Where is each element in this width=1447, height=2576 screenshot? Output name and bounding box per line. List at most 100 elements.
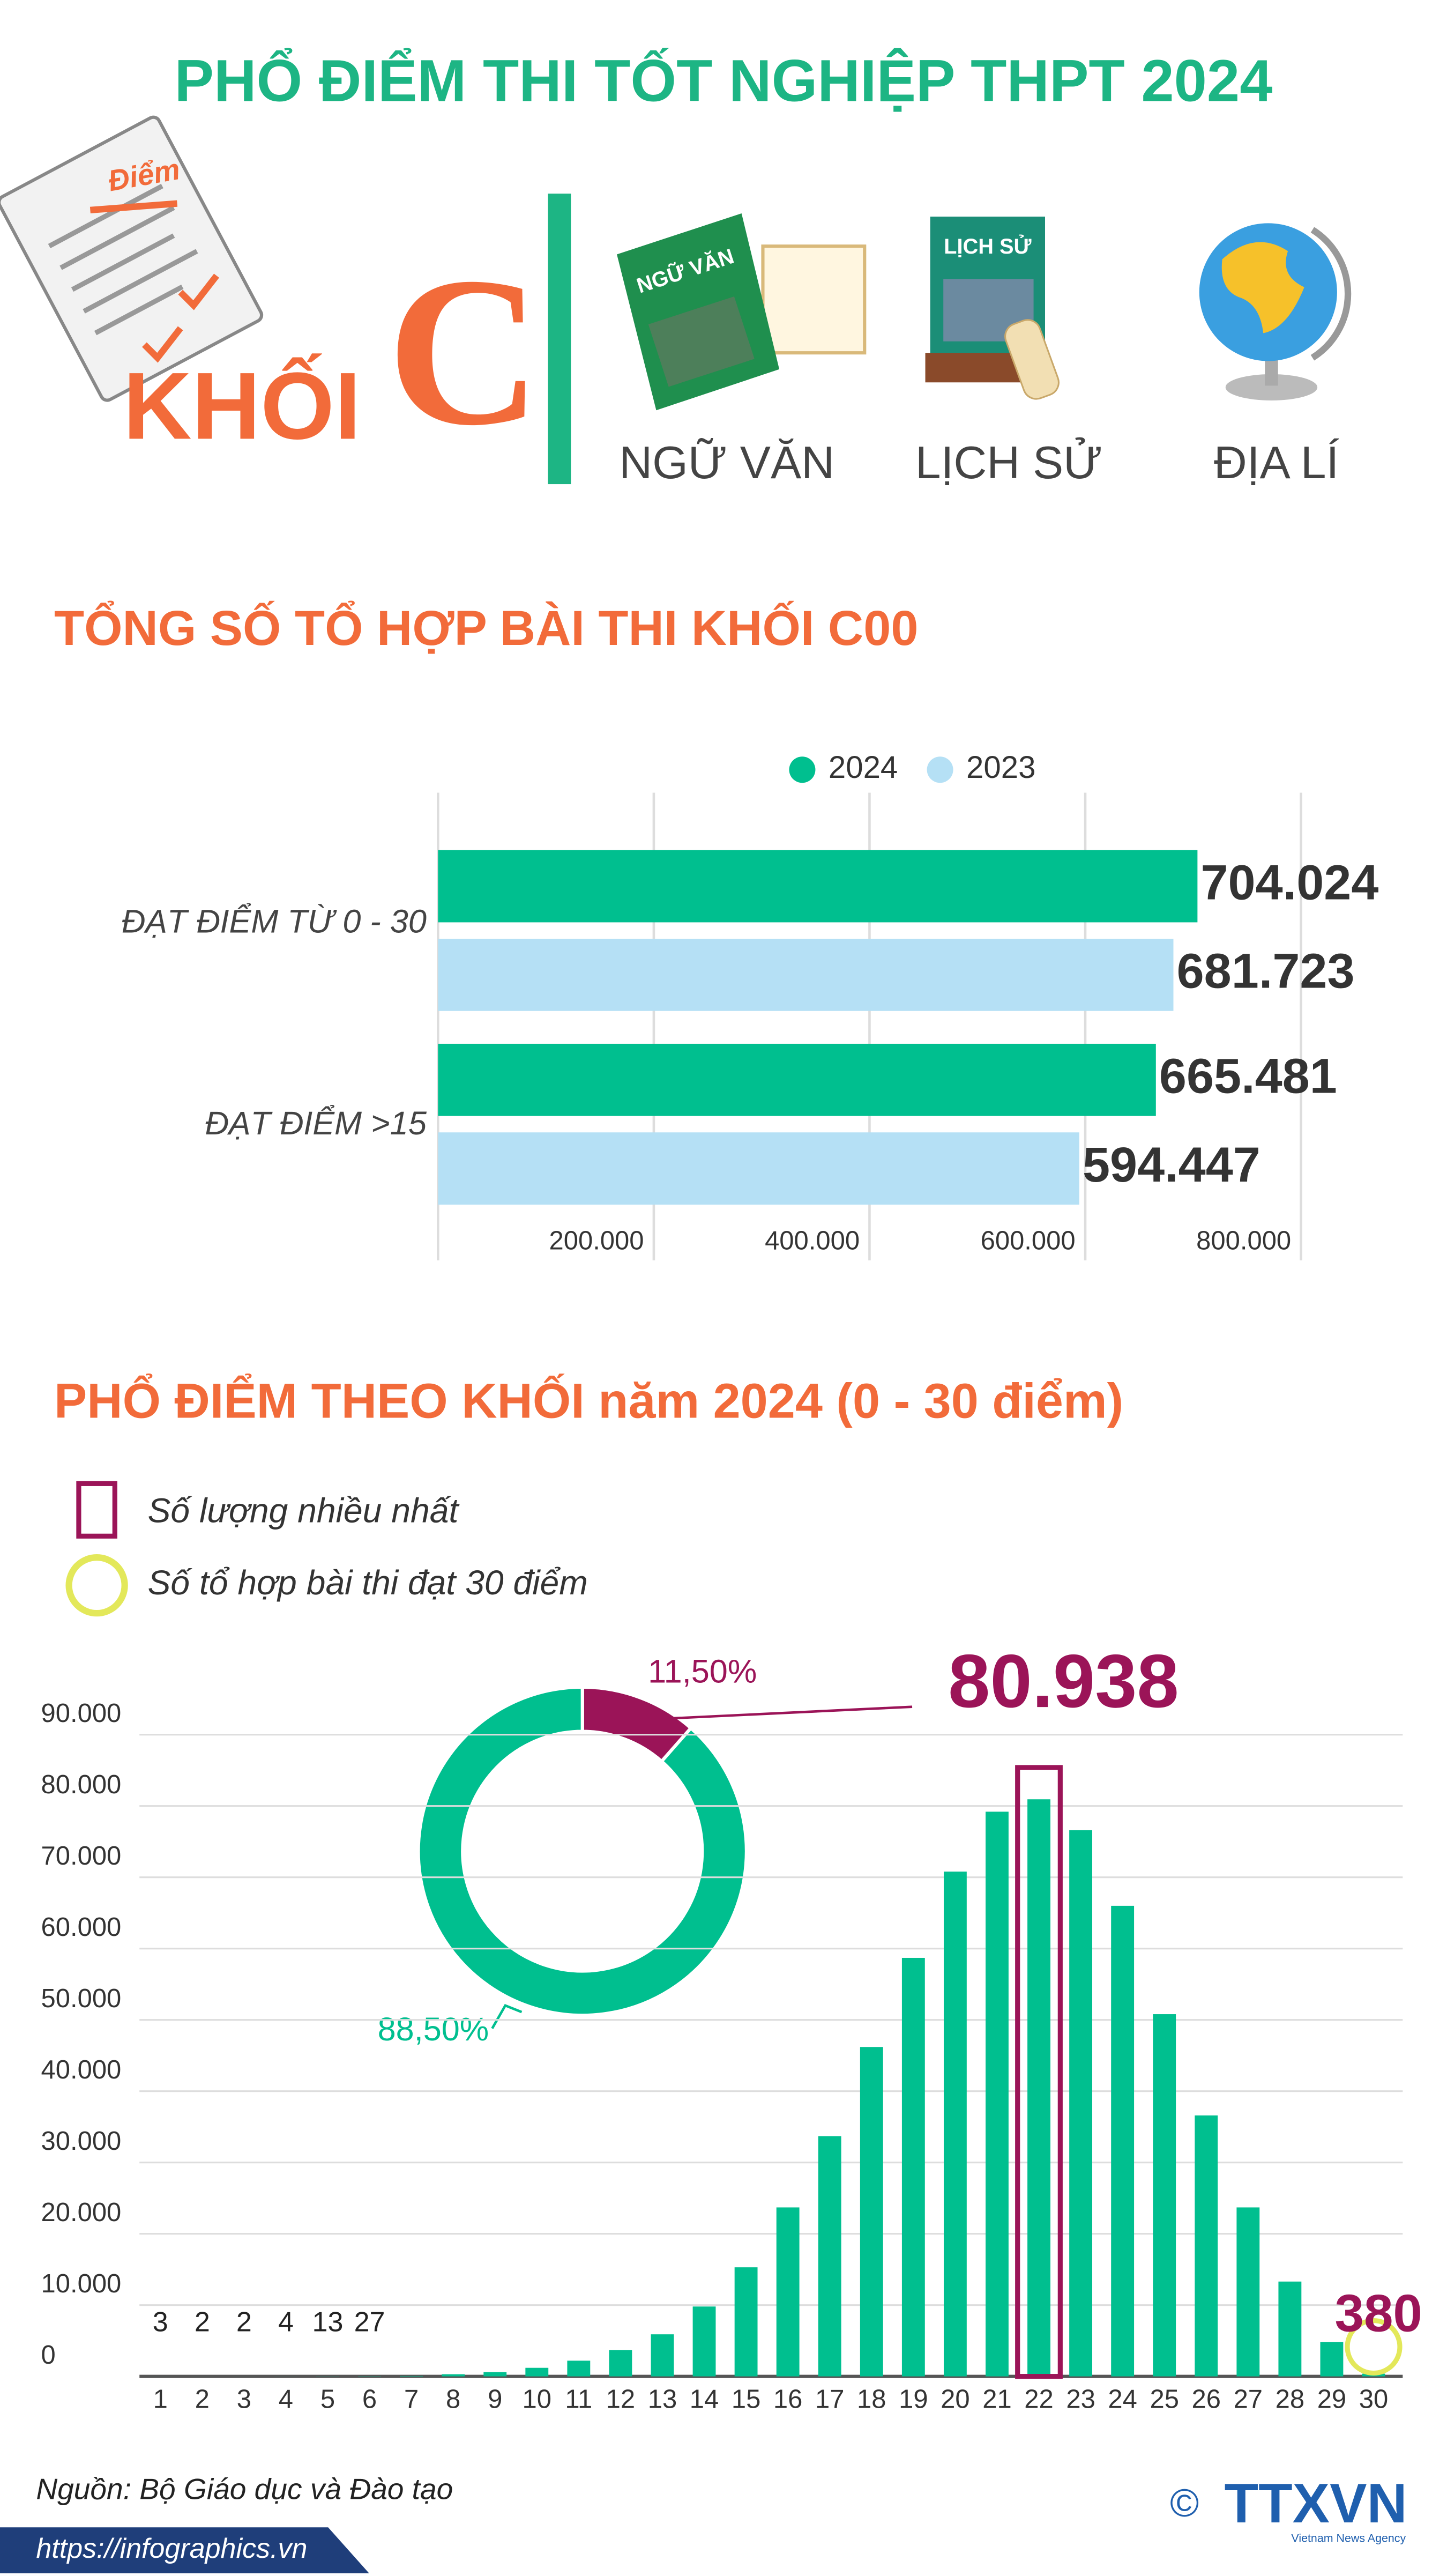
bar — [1069, 1830, 1092, 2377]
x-tick-label: 10 — [523, 2385, 551, 2414]
y-tick-label: 0 — [41, 2341, 56, 2370]
value-label: 704.024 — [1200, 855, 1378, 910]
category-label: ĐẠT ĐIỂM >15 — [205, 1105, 427, 1141]
x-tick-label: 11 — [565, 2385, 592, 2414]
bar — [902, 1958, 925, 2377]
x-tick-label: 23 — [1066, 2385, 1095, 2414]
value-label: 13 — [312, 2306, 344, 2337]
x-tick-label: 5 — [320, 2385, 335, 2414]
bar — [1278, 2282, 1301, 2377]
section-title: TỔNG SỐ TỔ HỢP BÀI THI KHỐI C00 — [54, 600, 918, 656]
bar — [818, 2136, 841, 2376]
x-tick-label: 200.000 — [549, 1226, 644, 1255]
x-tick-label: 26 — [1192, 2385, 1221, 2414]
bar — [693, 2306, 716, 2376]
x-tick-label: 17 — [815, 2385, 844, 2414]
subject: LỊCH SỬ — [915, 437, 1102, 488]
group-letter: C — [387, 233, 541, 470]
bar — [483, 2372, 506, 2377]
bar — [438, 850, 1197, 923]
bar — [442, 2374, 465, 2377]
thirty-label: 380 — [1334, 2283, 1422, 2342]
legend-square — [79, 1483, 115, 1536]
x-tick-label: 21 — [982, 2385, 1011, 2414]
bar — [438, 1044, 1155, 1116]
x-tick-label: 9 — [488, 2385, 502, 2414]
bar — [1111, 1906, 1134, 2377]
value-label: 681.723 — [1177, 944, 1355, 999]
x-tick-label: 28 — [1276, 2385, 1304, 2414]
value-label: 4 — [278, 2306, 294, 2337]
bar — [1195, 2115, 1218, 2377]
subject: NGỮ VĂN — [619, 437, 834, 488]
main-title: PHỔ ĐIỂM THI TỐT NGHIỆP THPT 2024 — [174, 48, 1272, 114]
legend-swatch — [789, 756, 815, 783]
legend-label: Số tổ hợp bài thi đạt 30 điểm — [148, 1563, 588, 1602]
bar — [609, 2350, 632, 2376]
value-label: 2 — [195, 2306, 210, 2337]
x-tick-label: 16 — [773, 2385, 802, 2414]
x-tick-label: 24 — [1108, 2385, 1137, 2414]
x-tick-label: 18 — [857, 2385, 886, 2414]
donut-slice — [419, 1687, 747, 2015]
x-tick-label: 6 — [362, 2385, 377, 2414]
legend-label: 2023 — [966, 750, 1035, 785]
book-icon: LỊCH SỬ — [926, 217, 1063, 403]
x-tick-label: 2 — [195, 2385, 210, 2414]
x-tick-label: 19 — [899, 2385, 928, 2414]
value-label: 3 — [153, 2306, 168, 2337]
y-tick-label: 80.000 — [41, 1770, 122, 1799]
source: Nguồn: Bộ Giáo dục và Đào tạo — [36, 2473, 453, 2506]
section-title: PHỔ ĐIỂM THEO KHỐI năm 2024 (0 - 30 điểm… — [54, 1373, 1123, 1429]
pie-label: 88,50% — [378, 2011, 489, 2047]
y-tick-label: 50.000 — [41, 1984, 122, 2013]
pie-label: 11,50% — [648, 1653, 757, 1690]
legend-label: Số lượng nhiều nhất — [148, 1491, 460, 1530]
x-tick-label: 8 — [446, 2385, 460, 2414]
leader-line — [492, 2006, 521, 2029]
category-label: ĐẠT ĐIỂM TỪ 0 - 30 — [122, 903, 427, 940]
divider — [548, 194, 571, 484]
x-tick-label: 1 — [153, 2385, 168, 2414]
x-tick-label: 12 — [606, 2385, 635, 2414]
bar — [777, 2207, 800, 2376]
y-tick-label: 60.000 — [41, 1913, 122, 1942]
bar — [1321, 2342, 1344, 2377]
x-tick-label: 15 — [732, 2385, 760, 2414]
legend-circle — [69, 1557, 125, 1613]
bar — [567, 2360, 590, 2376]
x-tick-label: 7 — [404, 2385, 419, 2414]
y-tick-label: 40.000 — [41, 2055, 122, 2084]
x-tick-label: 800.000 — [1196, 1226, 1291, 1255]
book-icon: NGỮ VĂN — [617, 213, 864, 410]
bar — [438, 939, 1173, 1011]
x-tick-label: 20 — [941, 2385, 969, 2414]
group-word: KHỐI — [123, 352, 361, 459]
legend-label: 2024 — [829, 750, 898, 785]
bar — [1153, 2014, 1176, 2377]
x-tick-label: 14 — [690, 2385, 719, 2414]
x-tick-label: 25 — [1150, 2385, 1179, 2414]
x-tick-label: 3 — [237, 2385, 251, 2414]
y-tick-label: 10.000 — [41, 2269, 122, 2298]
x-tick-label: 400.000 — [765, 1226, 860, 1255]
globe-icon — [1199, 223, 1348, 400]
bar — [860, 2047, 883, 2376]
legend-swatch — [927, 756, 953, 783]
bar — [944, 1872, 967, 2377]
x-tick-label: 600.000 — [981, 1226, 1076, 1255]
bar — [986, 1812, 1009, 2376]
x-tick-label: 22 — [1024, 2385, 1053, 2414]
x-tick-label: 4 — [279, 2385, 293, 2414]
y-tick-label: 20.000 — [41, 2198, 122, 2227]
logo: TTXVN — [1225, 2473, 1407, 2535]
book-cover-title: LỊCH SỬ — [944, 234, 1031, 258]
bar — [735, 2267, 758, 2376]
bar — [1027, 1799, 1050, 2376]
bar — [400, 2376, 423, 2377]
subject: ĐỊA LÍ — [1214, 437, 1339, 488]
logo-sub: Vietnam News Agency — [1291, 2532, 1406, 2544]
y-tick-label: 30.000 — [41, 2127, 122, 2156]
x-tick-label: 13 — [648, 2385, 677, 2414]
